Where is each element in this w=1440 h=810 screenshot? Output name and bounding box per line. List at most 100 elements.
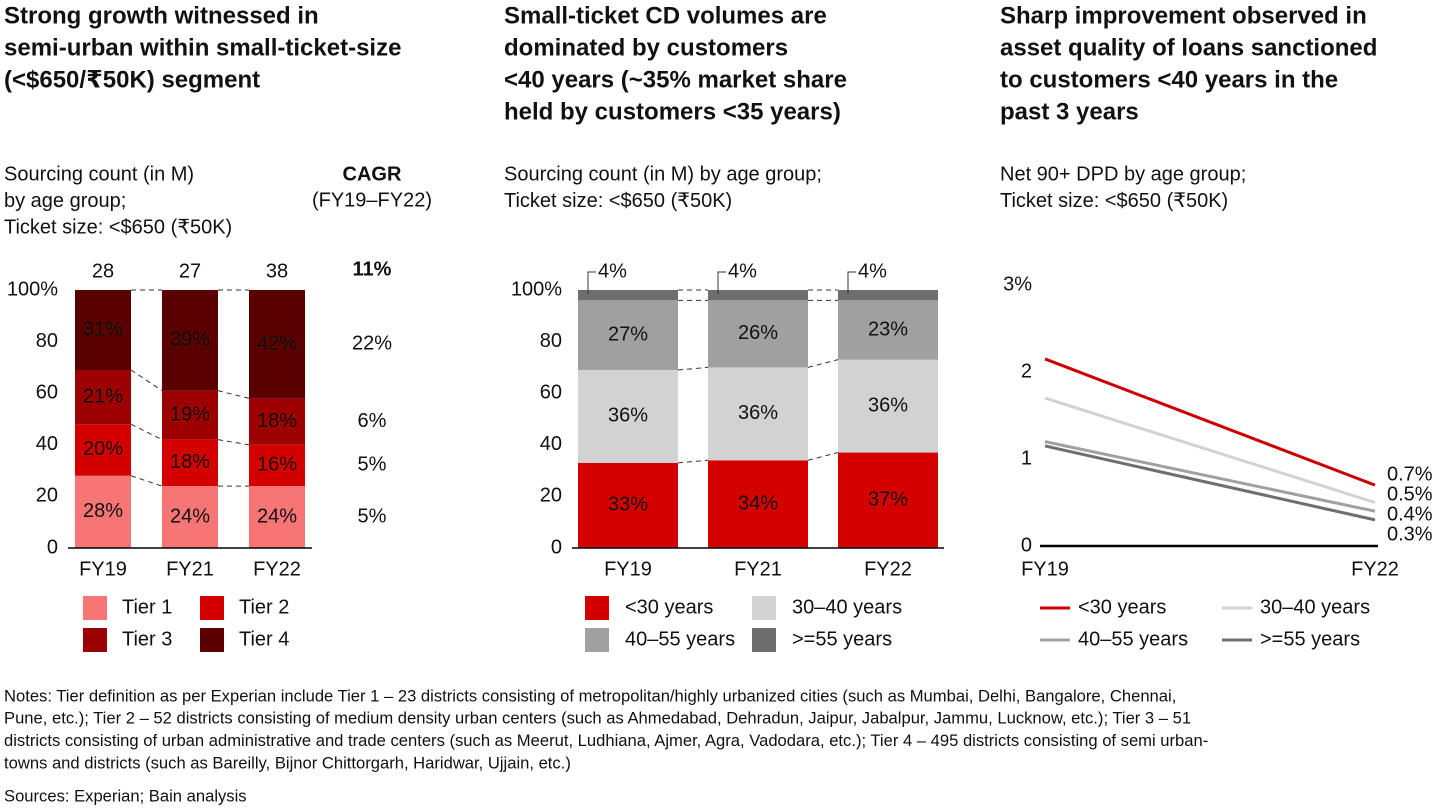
- bar-segment: [708, 367, 808, 461]
- bar-label: 24%: [170, 505, 210, 527]
- bar-segment: [162, 486, 218, 548]
- bar-segment: [249, 444, 305, 487]
- y-tick-label: 20: [36, 485, 58, 507]
- end-label: 0.5%: [1387, 483, 1433, 505]
- bar-label: 4%: [728, 260, 757, 282]
- chart-title: semi-urban within small-ticket-size: [4, 34, 401, 61]
- y-tick-label: 0: [1021, 534, 1032, 556]
- x-tick-label: FY22: [1351, 558, 1399, 580]
- bar-segment: [249, 398, 305, 445]
- connector: [130, 475, 163, 487]
- bar-segment: [75, 475, 131, 548]
- cagr-label: 5%: [358, 505, 387, 527]
- note: Notes: Tier definition as per Experian i…: [4, 686, 1176, 705]
- legend-swatch: [752, 596, 776, 620]
- connector: [677, 366, 709, 371]
- total-label: 38: [266, 260, 288, 282]
- end-label: 0.7%: [1387, 463, 1433, 485]
- callout-line: [847, 271, 856, 294]
- callout-line: [587, 271, 596, 294]
- bar-segment: [578, 290, 678, 301]
- legend-label: 30–40 years: [792, 596, 902, 618]
- chart-subtitle: Ticket size: <$650 (₹50K): [504, 190, 732, 212]
- chart-title: Strong growth witnessed in: [4, 2, 319, 29]
- chart-subtitle: Ticket size: <$650 (₹50K): [4, 216, 232, 238]
- bar-label: 4%: [858, 260, 887, 282]
- bar-label: 36%: [608, 405, 648, 427]
- legend-label: Tier 4: [239, 628, 289, 650]
- chart-subtitle: by age group;: [4, 190, 126, 212]
- y-tick-label: 60: [36, 381, 58, 403]
- legend-swatch: [200, 596, 224, 620]
- chart-title: Small-ticket CD volumes are: [504, 2, 827, 29]
- bar-segment: [708, 290, 808, 301]
- connector: [130, 423, 163, 441]
- legend-swatch: [585, 596, 609, 620]
- legend-label: <30 years: [1078, 596, 1166, 618]
- bar-segment: [578, 462, 678, 548]
- connector: [217, 439, 250, 446]
- bar-segment: [249, 486, 305, 548]
- legend-swatch: [83, 628, 107, 652]
- bar-label: 26%: [738, 322, 778, 344]
- chart-title: <40 years (~35% market share: [504, 66, 847, 93]
- connector: [217, 390, 250, 399]
- cagr-total: 11%: [353, 258, 392, 280]
- bar-label: 20%: [83, 438, 123, 460]
- total-label: 28: [92, 260, 114, 282]
- sources: Sources: Experian; Bain analysis: [4, 786, 247, 805]
- bar-segment: [75, 424, 131, 476]
- connector: [130, 369, 163, 392]
- y-tick-label: 20: [540, 485, 562, 507]
- chart-subtitle: Ticket size: <$650 (₹50K): [1000, 190, 1228, 212]
- cagr-period: (FY19–FY22): [312, 189, 432, 211]
- series-line: [1044, 396, 1376, 504]
- legend-label: Tier 2: [239, 596, 289, 618]
- bar-label: 24%: [257, 505, 297, 527]
- series-line: [1044, 440, 1376, 513]
- chart-subtitle: Net 90+ DPD by age group;: [1000, 163, 1246, 185]
- legend-label: <30 years: [625, 596, 713, 618]
- bar-segment: [162, 290, 218, 391]
- legend-label: 40–55 years: [625, 628, 735, 650]
- connector: [807, 452, 839, 461]
- connector: [677, 459, 709, 464]
- legend-label: 40–55 years: [1078, 628, 1188, 650]
- bar-label: 39%: [170, 329, 210, 351]
- connector: [807, 359, 839, 368]
- cagr-label: 22%: [352, 332, 392, 354]
- bar-segment: [578, 300, 678, 370]
- bar-label: 16%: [257, 454, 297, 476]
- bar-label: 18%: [257, 410, 297, 432]
- bar-segment: [838, 359, 938, 453]
- x-tick-label: FY22: [864, 558, 912, 580]
- bar-segment: [162, 439, 218, 487]
- callout-line: [717, 271, 726, 294]
- bar-segment: [75, 290, 131, 370]
- x-tick-label: FY19: [604, 558, 652, 580]
- y-tick-label: 0: [47, 536, 58, 558]
- bar-label: 42%: [257, 332, 297, 354]
- bar-label: 36%: [868, 394, 908, 416]
- x-tick-label: FY22: [253, 558, 301, 580]
- chart-title: asset quality of loans sanctioned: [1000, 34, 1377, 61]
- bar-label: 19%: [170, 403, 210, 425]
- end-label: 0.4%: [1387, 503, 1433, 525]
- chart-title: (<$650/₹50K) segment: [4, 66, 260, 93]
- legend-swatch: [752, 628, 776, 652]
- y-tick-label: 100%: [7, 278, 58, 300]
- legend-label: Tier 1: [122, 596, 172, 618]
- bar-label: 18%: [170, 451, 210, 473]
- chart-title: dominated by customers: [504, 34, 788, 61]
- bar-label: 23%: [868, 318, 908, 340]
- x-tick-label: FY21: [166, 558, 214, 580]
- y-tick-label: 2: [1021, 360, 1032, 382]
- x-tick-label: FY21: [734, 558, 782, 580]
- bar-segment: [838, 300, 938, 360]
- bar-segment: [578, 369, 678, 463]
- bar-label: 36%: [738, 402, 778, 424]
- x-tick-label: FY19: [79, 558, 127, 580]
- x-tick-label: FY19: [1021, 558, 1069, 580]
- note: towns and districts (such as Bareilly, B…: [4, 753, 571, 772]
- y-tick-label: 40: [540, 433, 562, 455]
